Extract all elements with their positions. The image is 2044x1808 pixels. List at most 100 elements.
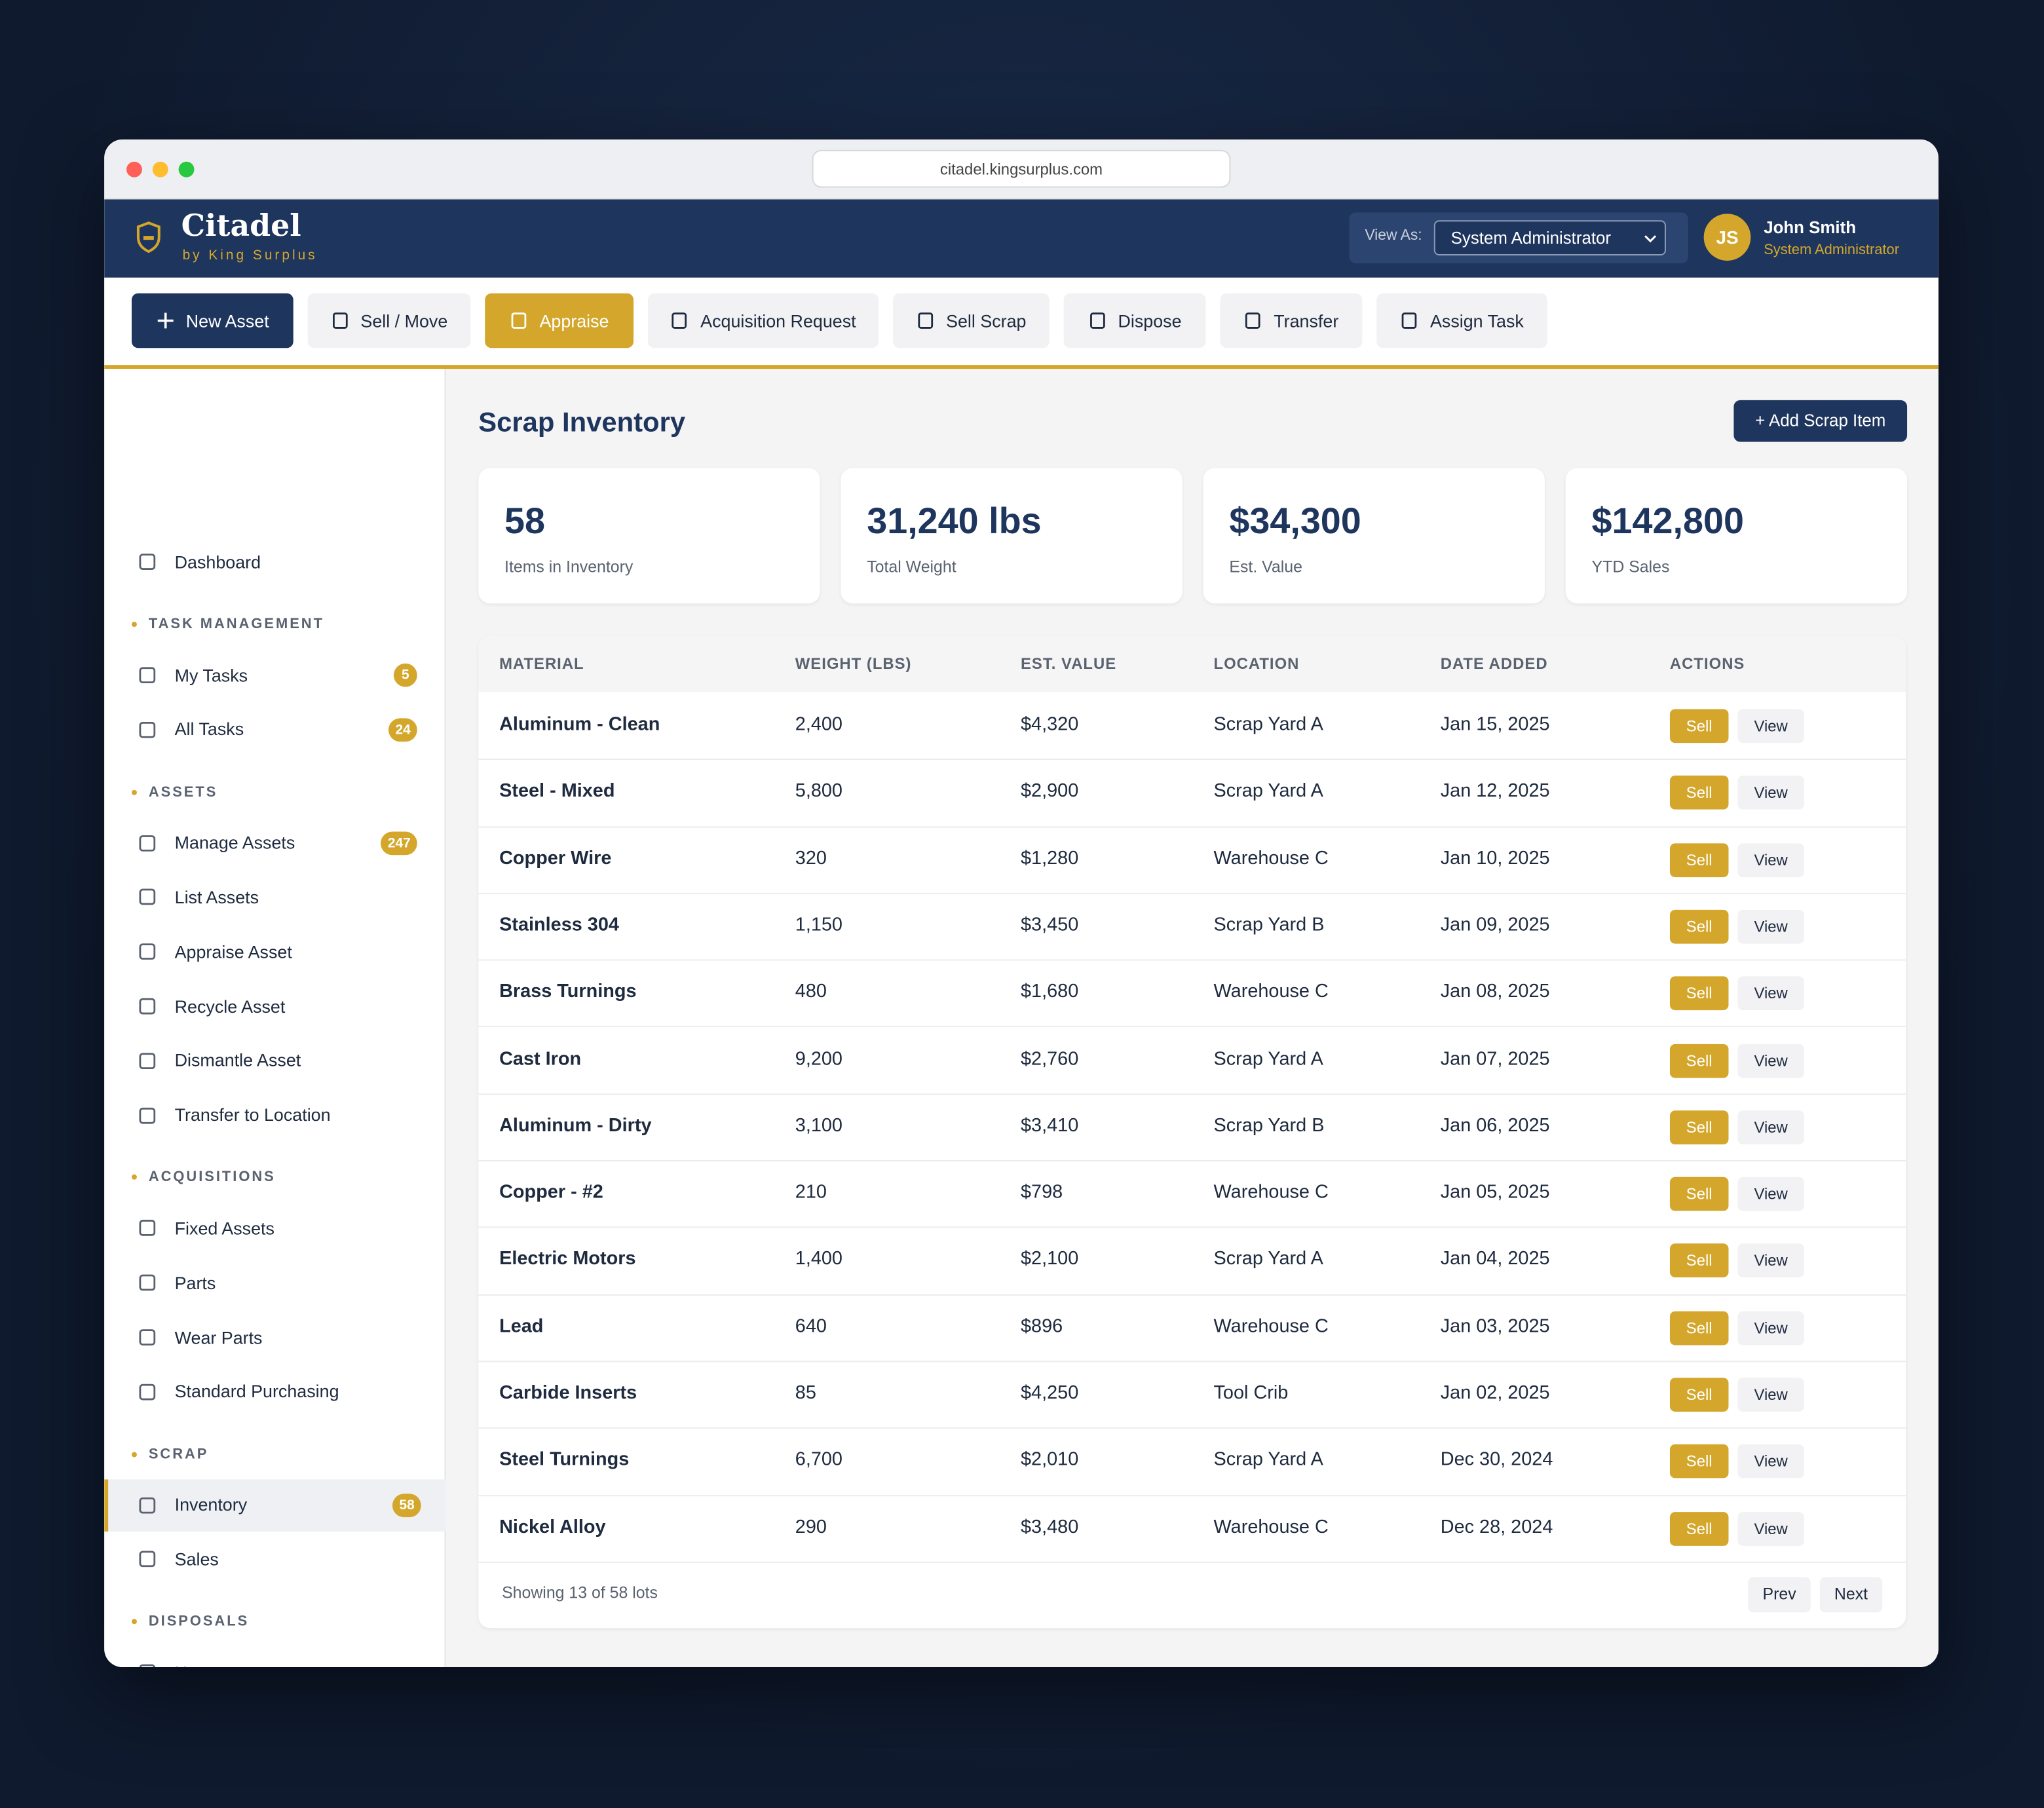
view-button[interactable]: View [1737,1177,1804,1211]
close-dot[interactable] [126,161,142,178]
view-button[interactable]: View [1737,1378,1804,1412]
toolbar-button[interactable]: Assign Task [1376,293,1547,348]
sell-button[interactable]: Sell [1669,842,1729,877]
sell-button[interactable]: Sell [1669,1378,1729,1412]
table-row: Lead 640 $896 Warehouse C Jan 03, 2025 Sell Vi… [478,1294,1906,1363]
view-as-label: View As: [1365,228,1422,244]
cell: Jan 07, 2025 [1440,1048,1550,1070]
prev-button[interactable]: Prev [1748,1577,1811,1613]
nav-item[interactable]: List Assets [104,871,444,924]
toolbar-button[interactable]: Dispose [1063,293,1206,348]
view-button[interactable]: View [1737,1511,1804,1546]
toolbar-button[interactable]: Transfer [1220,293,1363,348]
sell-button[interactable]: Sell [1669,776,1729,810]
sell-button[interactable]: Sell [1669,1311,1729,1345]
cell: Electric Motors [499,1249,636,1270]
sell-button[interactable]: Sell [1669,1244,1729,1278]
nav-item[interactable]: All Tasks 24 [104,704,444,756]
toolbar-button[interactable]: Acquisition Request [647,293,879,348]
sell-button[interactable]: Sell [1669,1110,1729,1144]
sell-button[interactable]: Sell [1669,1444,1729,1479]
view-button[interactable]: View [1737,1043,1804,1078]
cell: Steel - Mixed [499,781,615,802]
icon [917,312,933,329]
sell-button[interactable]: Sell [1669,1511,1729,1546]
nav-item[interactable]: Standard Purchasing [104,1366,444,1418]
nav-item[interactable]: Inventory 58 [104,1478,449,1532]
nav-item[interactable]: Dismantle Asset [104,1034,444,1087]
toolbar-button[interactable]: Sell Scrap [893,293,1050,348]
nav-item[interactable]: Sales [104,1534,444,1586]
cell: $2,760 [1021,1048,1079,1070]
view-button[interactable]: View [1737,776,1804,810]
icon [157,312,173,329]
nav-label: Dismantle Asset [174,1051,301,1071]
cell: Lead [499,1316,544,1337]
avatar[interactable]: JS [1703,214,1751,261]
brand: Citadel [181,208,301,244]
next-button[interactable]: Next [1819,1577,1883,1613]
icon [139,1497,156,1513]
icon [1401,312,1417,329]
table-row: Steel Turnings 6,700 $2,010 Scrap Yard A Dec… [478,1427,1906,1496]
cell: $2,010 [1021,1450,1079,1471]
cell: $4,320 [1021,714,1079,736]
stat-card: 58 Items in Inventory [478,468,820,604]
view-button[interactable]: View [1737,709,1804,744]
cell: 320 [795,848,827,869]
cell: 210 [795,1182,827,1203]
nav-item[interactable]: Transfer to Location [104,1089,444,1142]
view-button[interactable]: View [1737,1110,1804,1144]
view-button[interactable]: View [1737,976,1804,1011]
nav-item[interactable]: Manage Assets 247 [104,817,444,869]
sell-button[interactable]: Sell [1669,976,1729,1011]
nav-item[interactable]: Appraise Asset [104,926,444,978]
cell: Jan 08, 2025 [1440,981,1550,1003]
stat-card: $34,300 Est. Value [1203,468,1545,604]
view-button[interactable]: View [1737,1244,1804,1278]
zoom-dot[interactable] [178,161,195,178]
url-bar[interactable]: citadel.kingsurplus.com [812,149,1231,188]
nav-label: Transfer to Location [174,1105,331,1125]
sell-button[interactable]: Sell [1669,1043,1729,1078]
view-button[interactable]: View [1737,1311,1804,1345]
sell-button[interactable]: Sell [1669,909,1729,944]
section-title: ACQUISITIONS [132,1170,276,1186]
column-header: DATE ADDED [1440,654,1548,673]
sidebar: Dashboard TASK MANAGEMENT My Tasks 5 All Tas… [104,369,449,1667]
cell: Scrap Yard A [1213,1450,1323,1471]
add-button[interactable]: + Add Scrap Item [1733,400,1908,442]
icon [139,889,156,906]
nav-label: Wear Parts [174,1327,263,1347]
cell: 5,800 [795,781,843,802]
table-row: Carbide Inserts 85 $4,250 Tool Crib Jan 02, … [478,1361,1906,1429]
chevron [1644,235,1657,243]
nav-item[interactable]: My Tasks 5 [104,649,444,702]
view-button[interactable]: View [1737,1444,1804,1479]
nav-item[interactable]: Hazmat [104,1646,444,1667]
sell-button[interactable]: Sell [1669,1177,1729,1211]
toolbar-button[interactable]: Appraise [485,293,634,348]
icon [139,998,156,1015]
cell: $1,280 [1021,848,1079,869]
cell: $798 [1021,1182,1063,1203]
cell: 640 [795,1316,827,1337]
nav-item[interactable]: Recycle Asset [104,980,444,1032]
cell: Nickel Alloy [499,1516,606,1538]
sell-button[interactable]: Sell [1669,709,1729,744]
nav-item[interactable]: Fixed Assets [104,1202,444,1254]
nav-item[interactable]: Parts [104,1257,444,1309]
nav-item[interactable]: Wear Parts [104,1311,444,1364]
icon [672,312,687,329]
view-button[interactable]: View [1737,909,1804,944]
section-title: SCRAP [132,1446,208,1462]
toolbar-button[interactable]: Sell / Move [307,293,471,348]
nav-label: All Tasks [174,719,244,740]
badge: 58 [392,1493,421,1517]
minimize-dot[interactable] [152,161,168,178]
view-as-select[interactable]: System Administrator [1433,220,1666,256]
view-button[interactable]: View [1737,842,1804,877]
nav-item[interactable]: Dashboard [104,536,444,588]
logo [136,221,161,254]
toolbar-button[interactable]: New Asset [131,293,293,348]
